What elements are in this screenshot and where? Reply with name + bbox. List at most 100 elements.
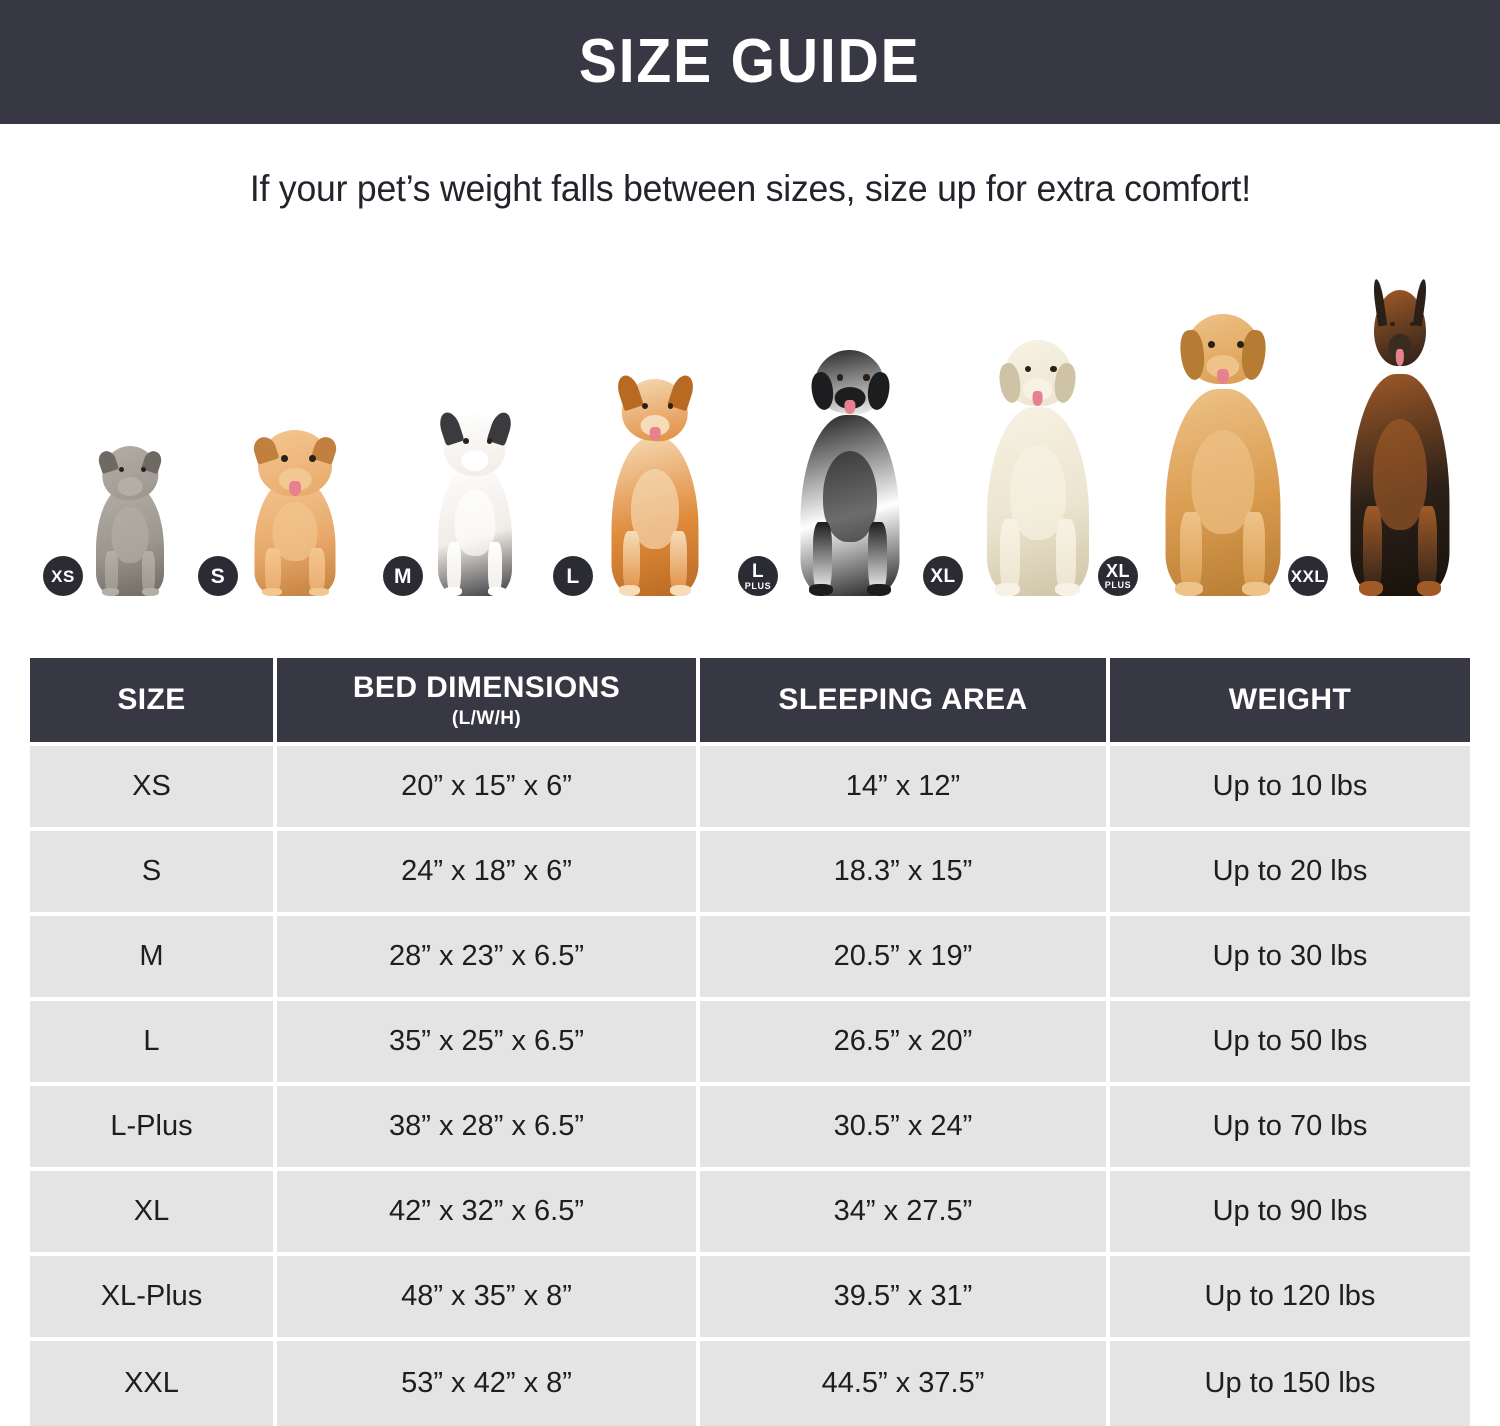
golden-retriever-illustration bbox=[1130, 314, 1315, 596]
size-badge-sublabel: PLUS bbox=[1104, 580, 1132, 590]
pet-eye bbox=[1024, 365, 1031, 372]
subtitle-text: If your pet’s weight falls between sizes… bbox=[249, 168, 1251, 209]
table-cell-sleeping-area: 39.5” x 31” bbox=[700, 1256, 1110, 1341]
pet-paw bbox=[1417, 581, 1441, 596]
table-cell-bed-dimensions: 53” x 42” x 8” bbox=[277, 1341, 700, 1426]
size-badge-xl: XL bbox=[923, 556, 963, 596]
size-badge-label: L bbox=[751, 560, 765, 582]
table-cell-sleeping-area: 30.5” x 24” bbox=[700, 1086, 1110, 1171]
table-cell-bed-dimensions: 42” x 32” x 6.5” bbox=[277, 1171, 700, 1256]
table-row: L-Plus 38” x 28” x 6.5” 30.5” x 24” Up to 7… bbox=[30, 1086, 1470, 1171]
pet-paw bbox=[867, 584, 891, 596]
pet-muzzle bbox=[640, 414, 670, 437]
pet-front-leg bbox=[265, 548, 281, 596]
pet-eye bbox=[1050, 365, 1057, 372]
pet-chest bbox=[631, 469, 679, 549]
pet-tongue bbox=[844, 399, 856, 414]
pomeranian-illustration bbox=[230, 430, 360, 596]
table-cell-weight: Up to 70 lbs bbox=[1110, 1086, 1470, 1171]
border-collie-illustration bbox=[770, 344, 930, 596]
pet-french-bulldog: M bbox=[383, 409, 535, 596]
size-chart-table: SIZE BED DIMENSIONS (L/W/H) SLEEPING AREA WE… bbox=[30, 658, 1470, 1426]
size-badge-label: L bbox=[566, 564, 580, 588]
table-cell-bed-dimensions: 35” x 25” x 6.5” bbox=[277, 1001, 700, 1086]
pet-tongue bbox=[289, 481, 301, 496]
pet-doberman-pinscher: XXL bbox=[1288, 278, 1480, 596]
table-cell-sleeping-area: 14” x 12” bbox=[700, 746, 1110, 831]
pet-border-collie: L PLUS bbox=[738, 344, 930, 596]
table-cell-bed-dimensions: 48” x 35” x 8” bbox=[277, 1256, 700, 1341]
pet-front-leg bbox=[105, 551, 118, 596]
pet-front-leg bbox=[670, 531, 687, 596]
table-row: XL-Plus 48” x 35” x 8” 39.5” x 31” Up to 12… bbox=[30, 1256, 1470, 1341]
pet-muzzle bbox=[1022, 378, 1053, 401]
pet-size-lineup: XS S M L L PLUS XL XL PLUS XXL bbox=[30, 266, 1470, 596]
size-badge-s: S bbox=[198, 556, 238, 596]
size-badge-xl-plus: XL PLUS bbox=[1098, 556, 1138, 596]
table-row: S 24” x 18” x 6” 18.3” x 15” Up to 20 lbs bbox=[30, 831, 1470, 916]
pet-paw bbox=[488, 587, 506, 596]
table-cell-bed-dimensions: 20” x 15” x 6” bbox=[277, 746, 700, 831]
table-cell-size: L bbox=[30, 1001, 277, 1086]
size-badge-label: XL bbox=[1105, 561, 1130, 581]
header-bar: SIZE GUIDE bbox=[0, 0, 1500, 124]
pet-tongue bbox=[1395, 349, 1405, 366]
column-header-label: BED DIMENSIONS bbox=[352, 670, 621, 704]
pet-front-leg bbox=[309, 548, 325, 596]
pet-paw bbox=[1242, 582, 1270, 596]
table-cell-weight: Up to 30 lbs bbox=[1110, 916, 1470, 1001]
size-badge-xs: XS bbox=[43, 556, 83, 596]
table-cell-size: L-Plus bbox=[30, 1086, 277, 1171]
pet-paw bbox=[1175, 582, 1203, 596]
pet-front-leg bbox=[1363, 506, 1382, 596]
pet-front-leg bbox=[447, 542, 461, 596]
table-cell-weight: Up to 90 lbs bbox=[1110, 1171, 1470, 1256]
pet-paw bbox=[309, 588, 329, 596]
pet-chest bbox=[272, 502, 318, 561]
pet-muzzle bbox=[1388, 334, 1412, 360]
size-badge-sublabel: PLUS bbox=[744, 580, 772, 591]
pet-eye bbox=[1390, 321, 1395, 327]
pet-chest bbox=[1009, 445, 1066, 540]
pet-front-leg bbox=[1000, 519, 1020, 596]
pet-paw bbox=[619, 585, 640, 596]
table-cell-bed-dimensions: 38” x 28” x 6.5” bbox=[277, 1086, 700, 1171]
pet-paw bbox=[444, 587, 462, 596]
table-cell-size: M bbox=[30, 916, 277, 1001]
column-header-label: WEIGHT bbox=[1228, 683, 1352, 716]
pet-eye bbox=[1236, 340, 1244, 348]
table-row: XXL 53” x 42” x 8” 44.5” x 37.5” Up to 150 … bbox=[30, 1341, 1470, 1426]
labrador-retriever-illustration bbox=[955, 340, 1120, 596]
size-badge-l: L bbox=[553, 556, 593, 596]
pet-chest bbox=[1373, 419, 1427, 530]
pet-tongue bbox=[649, 427, 661, 441]
pet-front-leg bbox=[1056, 519, 1076, 596]
table-cell-weight: Up to 120 lbs bbox=[1110, 1256, 1470, 1341]
pet-muzzle bbox=[834, 387, 866, 409]
column-header-bed-dimensions: BED DIMENSIONS (L/W/H) bbox=[277, 658, 700, 746]
pet-eye bbox=[836, 374, 843, 381]
size-badge-label: S bbox=[210, 564, 226, 588]
table-cell-sleeping-area: 20.5” x 19” bbox=[700, 916, 1110, 1001]
pet-eye bbox=[280, 455, 288, 462]
pet-paw bbox=[995, 583, 1020, 596]
pet-tongue bbox=[1032, 391, 1043, 406]
pet-golden-retriever: XL PLUS bbox=[1098, 314, 1315, 596]
size-badge-label: XS bbox=[51, 566, 75, 586]
pet-front-leg bbox=[1418, 506, 1437, 596]
pet-eye bbox=[667, 402, 674, 409]
table-cell-size: XS bbox=[30, 746, 277, 831]
column-header-subtitle: (L/W/H) bbox=[451, 707, 522, 729]
shiba-inu-illustration bbox=[585, 372, 725, 596]
size-badge-l-plus: L PLUS bbox=[738, 556, 778, 596]
pet-eye bbox=[140, 466, 146, 472]
pet-ear bbox=[613, 372, 644, 411]
french-bulldog-illustration bbox=[415, 409, 535, 596]
table-header-row: SIZE BED DIMENSIONS (L/W/H) SLEEPING AREA WE… bbox=[30, 658, 1470, 746]
pet-paw bbox=[809, 584, 833, 596]
table-cell-bed-dimensions: 28” x 23” x 6.5” bbox=[277, 916, 700, 1001]
table-cell-size: XL bbox=[30, 1171, 277, 1256]
pet-eye bbox=[1208, 340, 1215, 348]
page-title: SIZE GUIDE bbox=[579, 27, 921, 96]
table-cell-size: XL-Plus bbox=[30, 1256, 277, 1341]
